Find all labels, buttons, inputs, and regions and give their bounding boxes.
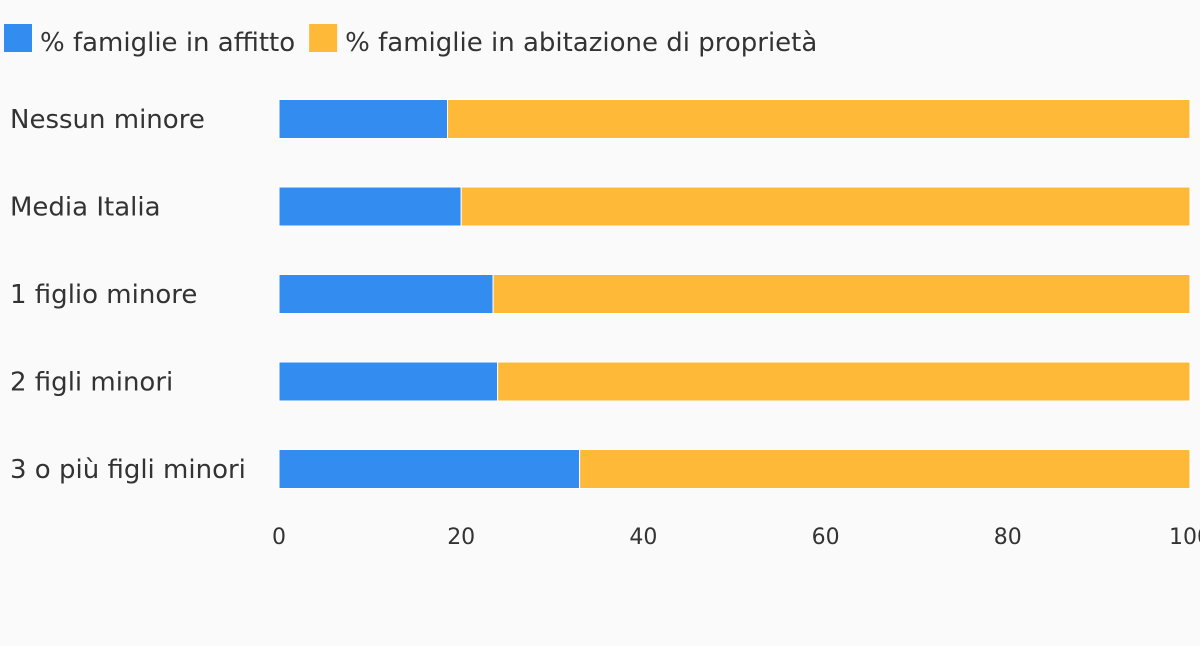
bar-segment[interactable] [278,186,462,227]
legend: % famiglie in affitto % famiglie in abita… [4,24,817,58]
legend-label: % famiglie in abitazione di proprietà [345,28,817,58]
category-label: 2 figli minori [10,368,173,398]
bar-segment[interactable] [460,186,1191,227]
legend-item[interactable]: % famiglie in affitto [4,24,295,58]
bar-segment[interactable] [579,449,1191,489]
x-tick-label: 60 [812,525,840,550]
category-label: 3 o più figli minori [10,455,246,485]
x-tick-label: 40 [629,525,657,550]
x-tick-label: 80 [994,525,1022,550]
x-tick-label: 100 [1169,525,1200,550]
bar-segment[interactable] [492,274,1191,314]
legend-item[interactable]: % famiglie in abitazione di proprietà [309,24,817,58]
bar-segment[interactable] [278,361,499,402]
legend-swatch [309,24,338,52]
category-labels: Nessun minore Media Italia 1 figlio minore… [10,105,246,485]
bars [278,99,1191,489]
bar-segment[interactable] [497,361,1191,402]
x-tick-label: 0 [272,525,286,550]
category-label: Media Italia [10,193,161,223]
bar-segment[interactable] [278,274,494,314]
legend-swatch [4,24,32,52]
x-tick-label: 20 [447,525,475,550]
category-label: 1 figlio minore [10,280,197,310]
x-axis-ticks: 0 20 40 60 80 100 [272,525,1200,550]
bar-segment[interactable] [278,99,449,139]
category-label: Nessun minore [10,105,205,135]
bar-segment[interactable] [447,99,1191,139]
bar-segment[interactable] [278,449,581,489]
legend-label: % famiglie in affitto [40,28,295,58]
